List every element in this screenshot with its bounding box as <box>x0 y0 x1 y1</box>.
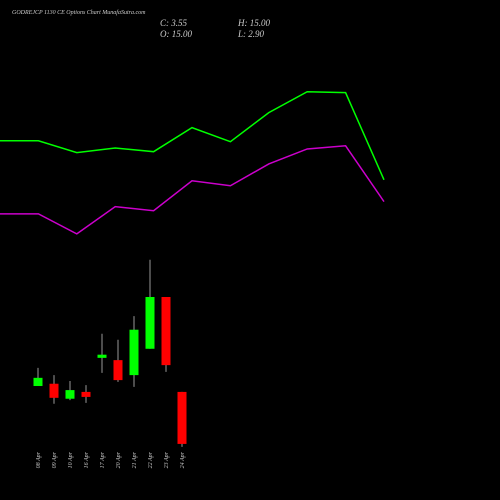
candle-body <box>65 390 75 399</box>
stat-open: O: 15.00 <box>160 29 192 39</box>
x-tick-label: 24 Apr <box>179 451 186 468</box>
chart-title: GODREJCP 1130 CE Options Chart MunafaSut… <box>12 9 146 16</box>
x-tick-label: 20 Apr <box>116 451 122 468</box>
candle-body <box>97 354 107 358</box>
x-tick-label: 16 Apr <box>84 451 90 468</box>
x-tick-label: 17 Apr <box>100 451 106 468</box>
candle-body <box>49 383 59 398</box>
candle-body <box>129 329 139 376</box>
x-tick-label: 22 Apr <box>148 451 154 468</box>
x-tick-label: 10 Apr <box>68 451 74 468</box>
candle-body <box>81 391 91 397</box>
candle-body <box>145 297 155 349</box>
candle-body <box>177 391 187 444</box>
indicator-line <box>0 90 385 181</box>
candle-body <box>33 377 43 387</box>
x-tick-label: 23 Apr <box>164 451 170 468</box>
indicator-line <box>0 144 385 235</box>
x-tick-label: 08 Apr <box>36 451 42 468</box>
candle-body <box>113 360 123 381</box>
x-tick-label: 09 Apr <box>52 451 58 468</box>
stat-close: C: 3.55 <box>160 18 188 28</box>
x-tick-label: 21 Apr <box>132 451 138 468</box>
stat-high: H: 15.00 <box>237 18 270 28</box>
candle-body <box>161 297 171 366</box>
stat-low: L: 2.90 <box>237 29 265 39</box>
